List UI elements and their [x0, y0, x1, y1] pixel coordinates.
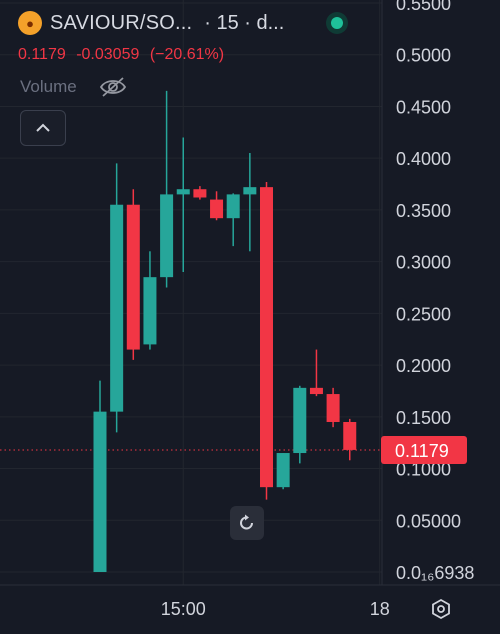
last-price-badge-label: 0.1179	[395, 441, 449, 461]
volume-indicator-row[interactable]: Volume	[20, 76, 127, 98]
candle-body	[326, 394, 340, 422]
last-price-badge	[381, 436, 467, 465]
y-tick-label: 0.2500	[396, 304, 451, 324]
chevron-up-icon	[36, 123, 50, 132]
candle-body	[143, 277, 157, 345]
reset-chart-button[interactable]	[230, 506, 264, 540]
volume-label: Volume	[20, 77, 77, 96]
symbol-row[interactable]: ● SAVIOUR/SO... · 15 · d...	[18, 8, 378, 38]
y-tick-label: 0.05000	[396, 511, 461, 531]
price-change-row: 0.1179 -0.03059 (−20.61%)	[18, 46, 378, 64]
candle-body	[210, 199, 224, 219]
rotate-reset-icon	[240, 514, 253, 530]
candle-body	[110, 204, 124, 412]
y-tick-label: 0.3000	[396, 253, 451, 273]
y-tick-label: 0.3500	[396, 201, 451, 221]
change-percent-text: (−20.61%)	[149, 46, 225, 63]
candle-body	[226, 194, 240, 219]
x-tick-label: 15:00	[161, 599, 206, 619]
candle-body	[293, 387, 307, 454]
y-tick-label: 0.2000	[396, 356, 451, 376]
candle-body	[126, 204, 140, 350]
settings-hex-icon	[432, 598, 450, 620]
symbol-label[interactable]: SAVIOUR/SO...	[50, 11, 193, 34]
candle-body	[243, 187, 257, 195]
change-value-text: -0.03059	[76, 46, 140, 63]
chart-settings-button[interactable]	[428, 596, 454, 622]
candle-body	[160, 194, 174, 278]
y-tick-label: 0.4000	[396, 149, 451, 169]
candle-body	[309, 387, 323, 395]
candle-body	[343, 421, 357, 450]
live-status-dot-icon	[326, 12, 348, 34]
y-tick-label: 0.1500	[396, 408, 451, 428]
candle-body	[176, 189, 190, 195]
interval-label[interactable]: · 15 · d...	[204, 11, 285, 34]
y-tick-label: 0.0₁₆6938	[396, 563, 474, 583]
collapse-button[interactable]	[20, 110, 66, 146]
coin-logo-icon: ●	[18, 11, 42, 35]
candle-body	[193, 189, 207, 198]
eye-off-icon[interactable]	[99, 76, 127, 98]
y-tick-label: 0.1000	[396, 460, 451, 480]
last-price-text: 0.1179	[18, 46, 66, 63]
candle-body	[276, 453, 290, 488]
x-tick-label: 18	[370, 599, 390, 619]
candle-body	[260, 187, 273, 488]
y-tick-label: 0.4500	[396, 97, 451, 117]
y-tick-label: 0.5500	[396, 0, 451, 14]
y-tick-label: 0.5000	[396, 46, 451, 66]
candle-body	[93, 411, 107, 572]
chart-header: ● SAVIOUR/SO... · 15 · d... 0.1179 -0.03…	[18, 8, 378, 64]
